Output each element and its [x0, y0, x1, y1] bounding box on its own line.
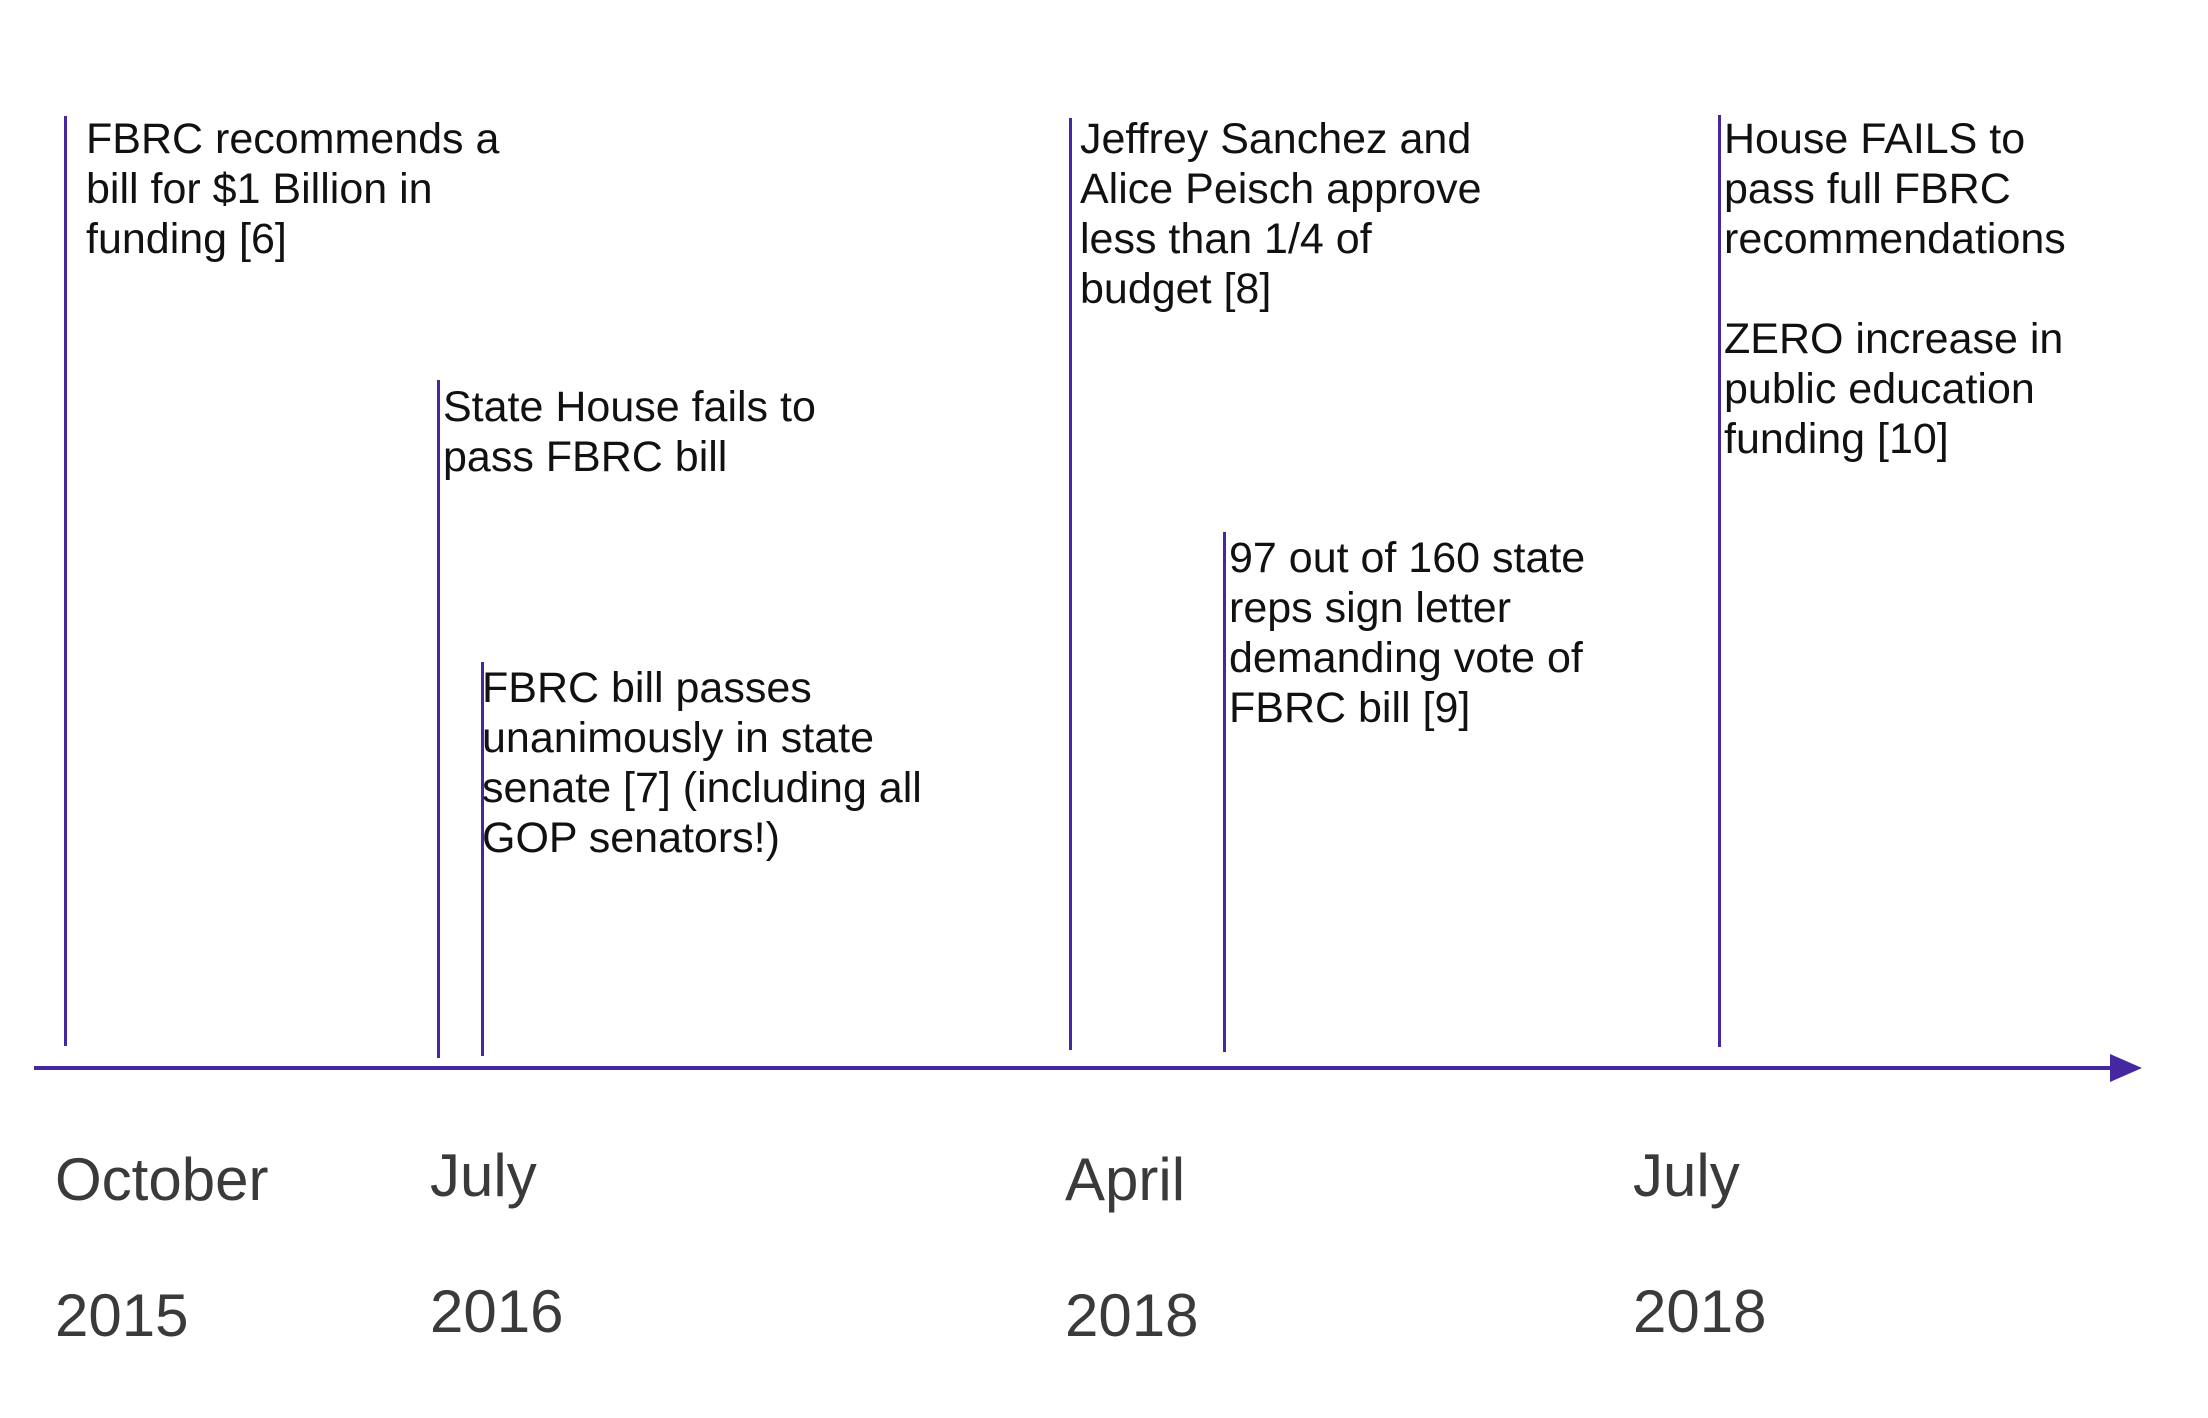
axis-label-jul-2018: July 2018 [1633, 1074, 1766, 1414]
event-text-house-fails-2016: State House fails to pass FBRC bill [443, 383, 816, 481]
event-text-sanchez-peisch: Jeffrey Sanchez and Alice Peisch approve… [1080, 115, 1482, 313]
event-marker-senate-passes [481, 662, 484, 1056]
axis-label-month: October [55, 1146, 269, 1213]
timeline-arrowhead-icon [2110, 1054, 2142, 1082]
axis-label-month: July [1633, 1142, 1740, 1209]
event-marker-house-fails-2016 [437, 380, 440, 1058]
axis-label-apr-2018: April 2018 [1065, 1078, 1198, 1418]
axis-label-year: 2018 [1633, 1278, 1767, 1345]
event-marker-reps-letter [1223, 532, 1226, 1052]
axis-label-year: 2016 [430, 1278, 564, 1345]
axis-label-month: July [430, 1142, 537, 1209]
axis-label-year: 2018 [1065, 1282, 1199, 1349]
event-text-reps-letter: 97 out of 160 state reps sign letter dem… [1229, 534, 1586, 732]
axis-label-month: April [1065, 1146, 1186, 1213]
event-text-senate-passes: FBRC bill passes unanimously in state se… [482, 664, 922, 862]
timeline-axis [34, 1054, 2142, 1082]
event-text-house-fails-2018: House FAILS to pass full FBRC recommenda… [1724, 115, 2066, 463]
axis-label-oct-2015: October 2015 [55, 1078, 268, 1418]
event-marker-sanchez-peisch [1069, 118, 1072, 1050]
event-marker-house-fails-2018 [1718, 115, 1721, 1047]
axis-label-year: 2015 [55, 1282, 189, 1349]
event-text-fbrc-recommends: FBRC recommends a bill for $1 Billion in… [86, 115, 500, 263]
axis-label-jul-2016: July 2016 [430, 1074, 563, 1414]
event-marker-fbrc-recommends [64, 116, 67, 1046]
timeline-diagram: FBRC recommends a bill for $1 Billion in… [34, 115, 2142, 1349]
